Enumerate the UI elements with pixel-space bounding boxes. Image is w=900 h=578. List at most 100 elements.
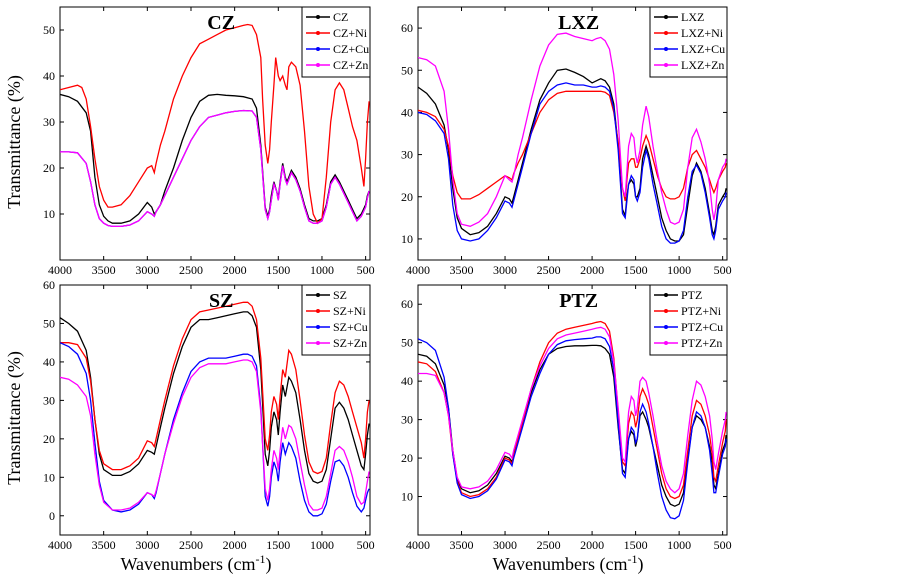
legend: PTZ PTZ+Ni PTZ+Cu PTZ+Zn	[649, 284, 728, 356]
x-tick-label: 500	[357, 538, 375, 552]
legend-marker	[664, 15, 668, 19]
series-line-sz-zn	[60, 359, 370, 511]
legend-label: SZ+Ni	[333, 304, 366, 318]
y-tick-label: 50	[43, 23, 55, 37]
x-tick-label: 2500	[537, 538, 561, 552]
x-tick-label: 1500	[266, 538, 290, 552]
y-tick-label: 40	[43, 69, 55, 83]
y-tick-label: 10	[401, 490, 413, 504]
legend: SZ SZ+Ni SZ+Cu SZ+Zn	[301, 284, 371, 356]
y-tick-label: 40	[43, 355, 55, 369]
plot-frame	[59, 284, 371, 536]
x-tick-label: 500	[357, 263, 375, 277]
panel-ptz: 4000 3500 3000 2500 2000 1500 1000 500 10 20 30 40 5…	[401, 284, 732, 552]
x-tick-label: 3000	[493, 538, 517, 552]
series-line-sz-cu	[60, 342, 370, 517]
legend-label: PTZ+Ni	[681, 304, 722, 318]
legend-label: LXZ+Ni	[681, 26, 724, 40]
legend-marker	[664, 309, 668, 313]
x-tick-label: 3500	[450, 538, 474, 552]
series-lines	[60, 23, 370, 228]
y-tick-label: 30	[43, 393, 55, 407]
x-tick-label: 1500	[624, 263, 648, 277]
x-tick-label: 500	[714, 538, 732, 552]
y-tick-label: 30	[401, 148, 413, 162]
legend-label: LXZ	[681, 10, 704, 24]
x-tick-label: 2000	[223, 263, 247, 277]
series-line-ptz-ni	[418, 320, 727, 500]
y-tick-label: 50	[401, 63, 413, 77]
legend-label: PTZ	[681, 288, 702, 302]
y-axis-title-bottom: Transmittance (%)	[4, 351, 25, 485]
panels: 4000 3500 3000 2500 2000 1500 1000 500102030405…	[43, 6, 732, 552]
legend-marker	[316, 341, 320, 345]
y-axis-title-top: Transmittance (%)	[4, 75, 25, 209]
panel-title: PTZ	[559, 290, 598, 312]
series-line-ptz	[418, 344, 727, 507]
legend-marker	[664, 63, 668, 67]
series-line-ptz-cu	[418, 336, 727, 520]
x-axis-title-right: Wavenumbers (cm-1)	[493, 552, 644, 575]
x-tick-label: 2500	[537, 263, 561, 277]
y-tick-label: 30	[43, 115, 55, 129]
x-tick-label: 500	[714, 263, 732, 277]
legend-label: CZ+Zn	[333, 58, 368, 72]
legend-marker	[664, 47, 668, 51]
x-tick-label: 4000	[48, 538, 72, 552]
y-tick-label: 10	[43, 470, 55, 484]
legend-label: SZ	[333, 288, 347, 302]
series-line-lxz-ni	[418, 90, 727, 202]
legend-label: SZ+Zn	[333, 336, 367, 350]
x-tick-label: 1000	[667, 538, 691, 552]
plot-frame	[417, 284, 728, 536]
y-tick-label: 40	[401, 374, 413, 388]
x-tick-label: 1000	[667, 263, 691, 277]
x-tick-label: 2500	[179, 538, 203, 552]
y-tick-label: 60	[43, 278, 55, 292]
panel-title: SZ	[209, 290, 233, 312]
legend-marker	[316, 309, 320, 313]
legend-marker	[664, 293, 668, 297]
plot-frame	[59, 6, 371, 261]
y-tick-label: 50	[401, 336, 413, 350]
y-tick-label: 30	[401, 413, 413, 427]
series-line-lxz-cu	[418, 82, 727, 244]
series-line-sz-ni	[60, 301, 370, 475]
y-tick-label: 60	[401, 297, 413, 311]
x-tick-label: 2000	[580, 263, 604, 277]
legend-marker	[316, 15, 320, 19]
series-line-lxz-zn	[418, 32, 727, 227]
legend-marker	[664, 341, 668, 345]
x-tick-label: 1500	[624, 538, 648, 552]
panel-sz: 4000 3500 3000 2500 2000 1500 1000 500 0 10 20 30 40…	[43, 278, 375, 552]
x-tick-label: 1500	[266, 263, 290, 277]
series-lines	[418, 32, 727, 244]
x-tick-label: 4000	[48, 263, 72, 277]
legend-marker	[664, 31, 668, 35]
plot-frame	[417, 6, 728, 261]
legend: CZ CZ+Ni CZ+Cu CZ+Zn	[301, 6, 371, 78]
y-tick-label: 20	[401, 451, 413, 465]
panel-title: LXZ	[558, 12, 599, 34]
series-lines	[418, 320, 727, 520]
panel-cz: 4000 3500 3000 2500 2000 1500 1000 500 10 20 30 40 5…	[43, 6, 375, 277]
x-tick-label: 2000	[223, 538, 247, 552]
legend-label: LXZ+Cu	[681, 42, 725, 56]
legend-label: CZ+Cu	[333, 42, 369, 56]
x-tick-label: 3000	[135, 538, 159, 552]
y-tick-label: 0	[49, 509, 55, 523]
panel-title: CZ	[207, 12, 235, 34]
legend-label: CZ+Ni	[333, 26, 368, 40]
y-tick-label: 50	[43, 316, 55, 330]
y-tick-label: 20	[43, 161, 55, 175]
x-tick-label: 2500	[179, 263, 203, 277]
x-tick-label: 3000	[493, 263, 517, 277]
x-tick-label: 2000	[580, 538, 604, 552]
legend-label: SZ+Cu	[333, 320, 368, 334]
legend-marker	[316, 47, 320, 51]
x-tick-label: 3500	[92, 538, 116, 552]
series-line-ptz-zn	[418, 326, 727, 494]
legend: LXZ LXZ+Ni LXZ+Cu LXZ+Zn	[649, 6, 728, 78]
y-tick-label: 20	[43, 432, 55, 446]
